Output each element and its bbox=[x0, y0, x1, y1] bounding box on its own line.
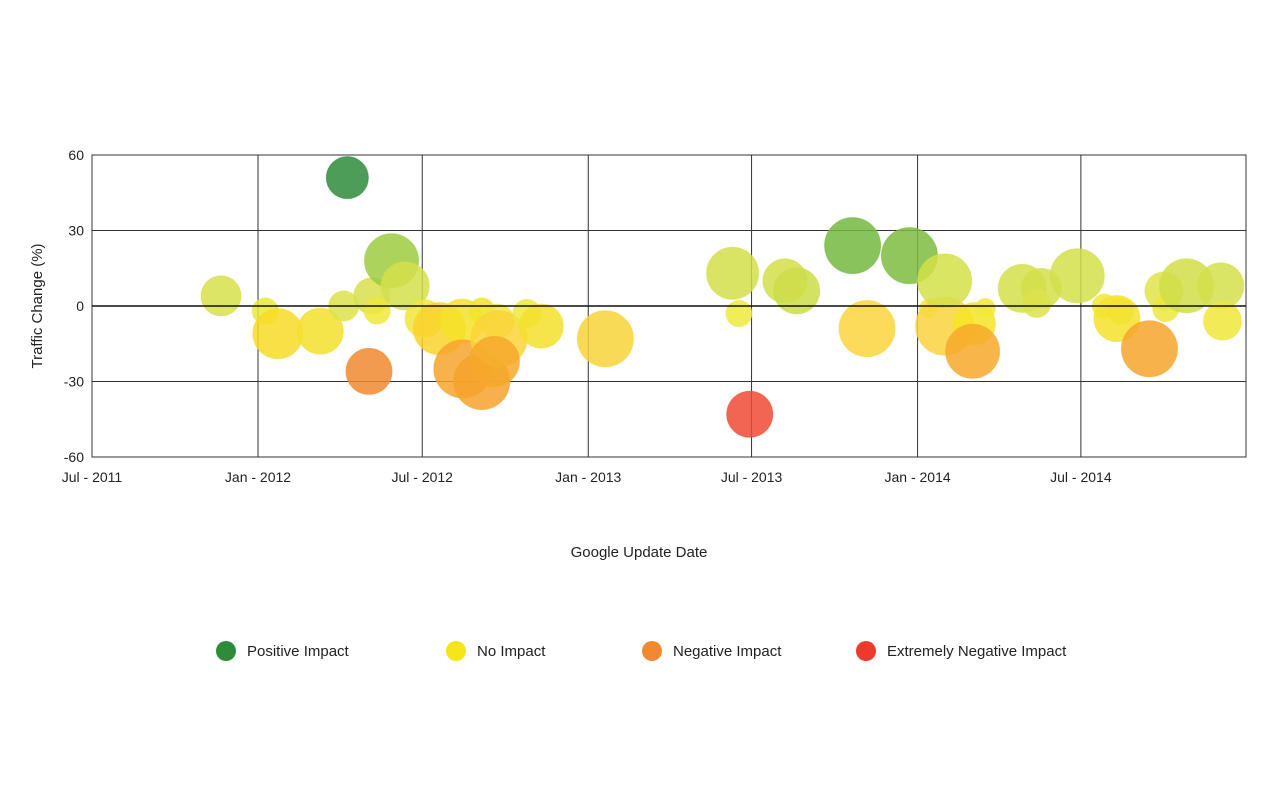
legend-label: Negative Impact bbox=[673, 643, 782, 660]
bubble-point bbox=[945, 323, 1001, 379]
legend-item: Extremely Negative Impact bbox=[856, 641, 1067, 661]
legend-label: Extremely Negative Impact bbox=[887, 643, 1067, 660]
x-tick-label: Jul - 2012 bbox=[391, 469, 453, 485]
x-tick-label: Jul - 2011 bbox=[62, 469, 123, 485]
x-tick-label: Jul - 2014 bbox=[1050, 469, 1112, 485]
legend-swatch bbox=[642, 641, 662, 661]
bubble-point bbox=[518, 303, 564, 349]
bubble-point bbox=[725, 300, 753, 328]
bubble-point bbox=[1049, 248, 1105, 304]
legend-item: Negative Impact bbox=[642, 641, 782, 661]
x-axis-title: Google Update Date bbox=[571, 544, 708, 561]
bubble-point bbox=[838, 300, 896, 358]
tick-labels: Jul - 2011 Jan - 2012 Jul - 2012 Jan - 2013… bbox=[62, 147, 1112, 485]
bubble-point bbox=[1120, 320, 1178, 378]
y-axis-title: Traffic Change (%) bbox=[29, 243, 46, 368]
legend-item: No Impact bbox=[446, 641, 546, 661]
bubble-point bbox=[296, 307, 344, 355]
bubble-point bbox=[974, 298, 996, 320]
x-tick-label: Jul - 2013 bbox=[721, 469, 783, 485]
y-tick-label: -60 bbox=[64, 449, 84, 465]
y-tick-label: 30 bbox=[68, 223, 84, 239]
bubble-point bbox=[773, 267, 821, 315]
bubble-point bbox=[706, 246, 760, 300]
legend-swatch bbox=[446, 641, 466, 661]
x-tick-label: Jan - 2013 bbox=[555, 469, 621, 485]
bubble-point bbox=[917, 253, 973, 309]
bubble-point bbox=[325, 156, 369, 200]
bubble-point bbox=[252, 308, 304, 360]
bubble-point bbox=[200, 275, 242, 317]
y-tick-label: 60 bbox=[68, 147, 84, 163]
bubble-point bbox=[363, 297, 391, 325]
bubble-point bbox=[380, 261, 430, 311]
bubble-point bbox=[1022, 288, 1052, 318]
legend-label: Positive Impact bbox=[247, 643, 350, 660]
bubble-point bbox=[824, 217, 882, 275]
bubble-point bbox=[345, 347, 393, 395]
legend: Positive Impact No Impact Negative Impact E… bbox=[216, 641, 1067, 661]
bubble-point bbox=[468, 335, 520, 387]
legend-swatch bbox=[856, 641, 876, 661]
bubble-point bbox=[726, 390, 774, 438]
x-tick-label: Jan - 2012 bbox=[225, 469, 291, 485]
y-tick-label: -30 bbox=[64, 374, 84, 390]
legend-item: Positive Impact bbox=[216, 641, 350, 661]
legend-label: No Impact bbox=[477, 643, 546, 660]
axes bbox=[91, 154, 1247, 458]
bubble-point bbox=[576, 310, 634, 368]
legend-swatch bbox=[216, 641, 236, 661]
y-tick-label: 0 bbox=[76, 298, 84, 314]
bubbles bbox=[200, 156, 1245, 438]
x-tick-label: Jan - 2014 bbox=[884, 469, 950, 485]
bubble-point bbox=[1203, 301, 1243, 341]
